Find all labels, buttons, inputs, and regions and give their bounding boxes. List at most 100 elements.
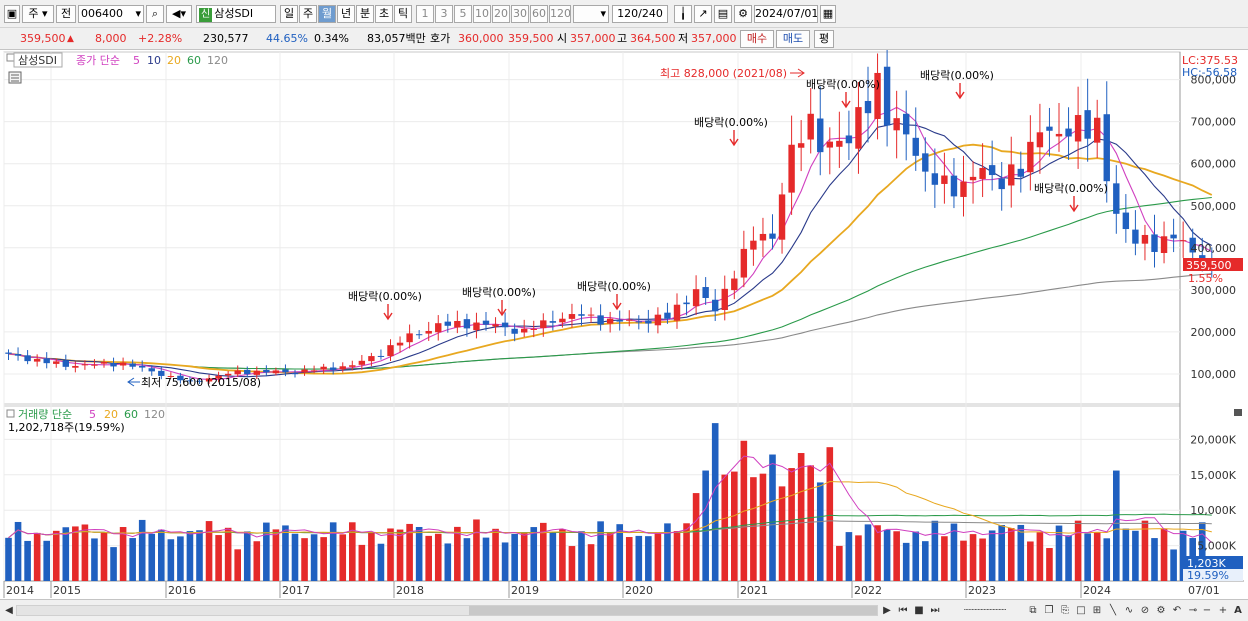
count-field[interactable]: 120/240: [612, 5, 668, 23]
volume-bar: [587, 544, 595, 581]
sound-icon[interactable]: ◀▾: [166, 5, 192, 23]
rewind-icon[interactable]: ⏮: [898, 605, 908, 616]
date-field[interactable]: 2024/07/01: [754, 5, 818, 23]
eval-button[interactable]: 평: [814, 30, 834, 48]
forward-icon[interactable]: ⏭: [930, 605, 940, 616]
volume-bar: [941, 536, 948, 581]
vlegend-ma5: 5: [89, 408, 96, 421]
candle-body: [435, 323, 442, 333]
volume-bar: [635, 535, 643, 581]
restore-icon[interactable]: ❐: [1044, 605, 1054, 616]
period-select[interactable]: 주 ▾: [22, 5, 54, 23]
minus-icon[interactable]: −: [1202, 605, 1212, 616]
stop-icon[interactable]: ■: [914, 605, 924, 616]
calendar-icon[interactable]: ▦: [820, 5, 836, 23]
volume-bar: [1065, 535, 1072, 581]
interval-120[interactable]: 120: [549, 5, 571, 23]
volume-tag-text: 1,203K: [1187, 557, 1226, 570]
volume-bar: [1036, 532, 1044, 581]
interval-3[interactable]: 3: [435, 5, 453, 23]
interval-20[interactable]: 20: [492, 5, 510, 23]
candle-body: [731, 278, 738, 291]
layout-icon[interactable]: ▣: [4, 5, 20, 23]
stock-name-field[interactable]: 신 삼성SDI: [196, 5, 276, 23]
indicator-icon[interactable]: ↗: [694, 5, 712, 23]
volume-bar: [683, 523, 690, 581]
high-price: 364,500: [630, 32, 676, 45]
scroll-thumb[interactable]: [469, 606, 877, 615]
tab-tick[interactable]: 틱: [394, 5, 412, 23]
interval-60[interactable]: 60: [530, 5, 548, 23]
window-icon[interactable]: □: [1076, 605, 1086, 616]
interval-30[interactable]: 30: [511, 5, 529, 23]
volume-bar: [501, 542, 509, 581]
volume-bar: [224, 527, 232, 581]
candle-body: [358, 360, 366, 365]
candle-body: [778, 194, 786, 240]
interval-5[interactable]: 5: [454, 5, 472, 23]
nav-icon[interactable]: ⊞: [1092, 605, 1102, 616]
save-icon[interactable]: ▤: [714, 5, 732, 23]
gear-icon[interactable]: ⚙: [734, 5, 752, 23]
date-end-label: 07/01: [1188, 584, 1220, 597]
volume-bar: [301, 538, 308, 581]
tab-day[interactable]: 일: [280, 5, 298, 23]
candle-body: [1017, 168, 1024, 177]
tab-week[interactable]: 주: [299, 5, 317, 23]
dividend-note: 배당락(0.00%): [577, 280, 651, 293]
panel-maximize-icon[interactable]: [1234, 409, 1242, 416]
interval-select[interactable]: ▾: [573, 5, 609, 23]
ask-label: 호가: [430, 32, 451, 45]
tab-minute[interactable]: 분: [356, 5, 374, 23]
volume-bar: [902, 542, 910, 581]
interval-10[interactable]: 10: [473, 5, 491, 23]
volume-bar: [177, 536, 184, 581]
volume-bar: [578, 531, 585, 581]
tab-year[interactable]: 년: [337, 5, 355, 23]
compare-icon[interactable]: ⧉: [1029, 605, 1037, 616]
play-icon[interactable]: ▶: [883, 605, 891, 616]
stock-chart[interactable]: 100,000 200,000 300,000 400,000 500,000 600,0…: [0, 50, 1248, 599]
undo-icon[interactable]: ↶: [1172, 605, 1182, 616]
candle-body: [167, 375, 175, 377]
sell-button[interactable]: 매도: [776, 30, 810, 48]
draw-icon[interactable]: ⊸: [1188, 605, 1198, 616]
font-icon[interactable]: A: [1234, 605, 1242, 616]
prev-icon[interactable]: ◀: [5, 605, 13, 616]
candle-body: [750, 240, 757, 250]
zoom-slider[interactable]: ┈┈┈┈┈┈┈: [963, 605, 1007, 616]
year-tick-label: 2014: [6, 584, 34, 597]
year-tick-label: 2017: [282, 584, 310, 597]
candle-body: [368, 356, 375, 362]
candle-type-icon[interactable]: ╽: [674, 5, 692, 23]
volume-bar: [969, 534, 977, 581]
draw-wave-icon[interactable]: ∿: [1124, 605, 1134, 616]
buy-button[interactable]: 매수: [740, 30, 774, 48]
tab-month[interactable]: 월: [318, 5, 336, 23]
year-tick-label: 2015: [53, 584, 81, 597]
candle-body: [320, 366, 327, 370]
copy-icon[interactable]: ⎘: [1061, 605, 1069, 616]
prev-button[interactable]: 전: [56, 5, 76, 23]
legend-ma120: 120: [207, 54, 228, 67]
volume-bar: [711, 423, 719, 581]
new-badge: 신: [199, 8, 213, 22]
candle-body: [148, 368, 155, 372]
horizontal-scrollbar[interactable]: [16, 605, 878, 616]
plus-icon[interactable]: +: [1218, 605, 1228, 616]
legend-ma5: 5: [133, 54, 140, 67]
tab-second[interactable]: 초: [375, 5, 393, 23]
draw-line-icon[interactable]: ╲: [1109, 605, 1117, 616]
search-icon[interactable]: ⌕: [146, 5, 164, 23]
candle-body: [119, 362, 127, 366]
volume-bar: [463, 538, 471, 581]
candle-body: [597, 315, 604, 325]
volume-bar: [759, 473, 767, 581]
volume-bar: [377, 543, 385, 581]
interval-1[interactable]: 1: [416, 5, 434, 23]
stock-code-input[interactable]: 006400 ▾: [78, 5, 144, 23]
fib-icon[interactable]: ⊘: [1140, 605, 1150, 616]
volume-bar: [616, 524, 623, 581]
settings-icon[interactable]: ⚙: [1156, 605, 1166, 616]
candle-body: [1027, 141, 1034, 173]
